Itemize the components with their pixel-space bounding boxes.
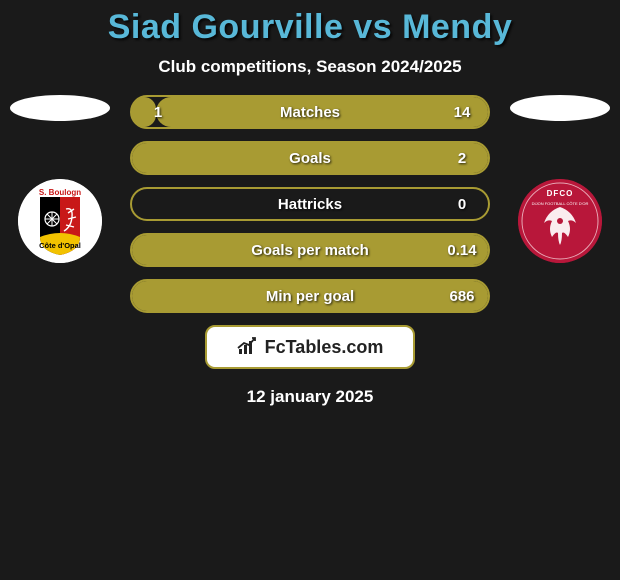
stat-label: Goals per match bbox=[184, 242, 436, 259]
date-text: 12 january 2025 bbox=[130, 387, 490, 407]
dijon-badge-icon: DFCO DIJON FOOTBALL CÔTE D'OR bbox=[518, 179, 602, 263]
stat-left-value: 1 bbox=[132, 104, 184, 121]
left-player-col: S. Boulogn Côte d'Opal bbox=[5, 95, 115, 263]
comparison-layout: S. Boulogn Côte d'Opal 1 Matches 14 Goal… bbox=[0, 95, 620, 407]
boulogne-badge-icon: S. Boulogn Côte d'Opal bbox=[18, 179, 102, 263]
svg-text:DIJON FOOTBALL CÔTE D'OR: DIJON FOOTBALL CÔTE D'OR bbox=[532, 201, 589, 206]
page-title: Siad Gourville vs Mendy bbox=[0, 0, 620, 47]
stat-row: Goals per match 0.14 bbox=[130, 233, 490, 267]
stat-label: Goals bbox=[184, 150, 436, 167]
left-player-name-pill bbox=[10, 95, 110, 121]
stat-row: Hattricks 0 bbox=[130, 187, 490, 221]
stat-row: Min per goal 686 bbox=[130, 279, 490, 313]
stat-label: Matches bbox=[184, 104, 436, 121]
stats-column: 1 Matches 14 Goals 2 Hattricks 0 Goals p… bbox=[115, 95, 505, 407]
stat-row: Goals 2 bbox=[130, 141, 490, 175]
brand-box: FcTables.com bbox=[205, 325, 415, 369]
stat-right-value: 0.14 bbox=[436, 242, 488, 259]
svg-text:Côte d'Opal: Côte d'Opal bbox=[39, 241, 81, 250]
stat-right-value: 2 bbox=[436, 150, 488, 167]
brand-text: FcTables.com bbox=[265, 337, 384, 358]
subtitle: Club competitions, Season 2024/2025 bbox=[0, 57, 620, 77]
svg-text:S. Boulogn: S. Boulogn bbox=[39, 188, 81, 197]
right-player-col: DFCO DIJON FOOTBALL CÔTE D'OR bbox=[505, 95, 615, 263]
stat-label: Hattricks bbox=[184, 196, 436, 213]
bar-chart-icon bbox=[237, 336, 259, 358]
stat-right-value: 14 bbox=[436, 104, 488, 121]
svg-text:DFCO: DFCO bbox=[547, 189, 574, 198]
left-club-badge: S. Boulogn Côte d'Opal bbox=[18, 179, 102, 263]
stat-row: 1 Matches 14 bbox=[130, 95, 490, 129]
stat-right-value: 0 bbox=[436, 196, 488, 213]
stat-label: Min per goal bbox=[184, 288, 436, 305]
right-player-name-pill bbox=[510, 95, 610, 121]
stat-right-value: 686 bbox=[436, 288, 488, 305]
right-club-badge: DFCO DIJON FOOTBALL CÔTE D'OR bbox=[518, 179, 602, 263]
